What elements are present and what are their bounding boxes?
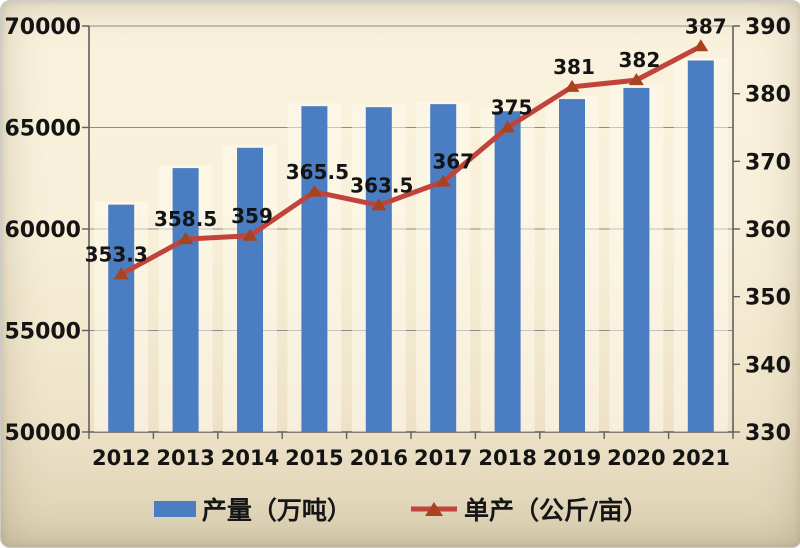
left-axis-label-55000: 55000 bbox=[4, 320, 81, 345]
left-axis-label-60000: 60000 bbox=[4, 218, 81, 243]
bar-2014 bbox=[237, 147, 263, 433]
bar-2012 bbox=[108, 204, 135, 432]
line-marker-2017 bbox=[435, 174, 451, 187]
right-axis-label-380: 380 bbox=[745, 83, 791, 108]
data-label-2017: 367 bbox=[432, 150, 474, 174]
chart-legend: 产量（万吨） 单产（公斤/亩） bbox=[1, 491, 800, 527]
x-axis-label-2018: 2018 bbox=[478, 446, 536, 470]
left-axis-label-65000: 65000 bbox=[4, 117, 81, 142]
data-label-2012: 353.3 bbox=[85, 242, 148, 266]
bar-2013 bbox=[172, 168, 199, 432]
line-marker-2012 bbox=[113, 267, 129, 280]
line-series-swatch bbox=[410, 502, 457, 516]
data-label-2013: 358.5 bbox=[154, 207, 217, 231]
left-axis-label-70000: 70000 bbox=[4, 15, 81, 40]
legend-item-yield: 单产（公斤/亩） bbox=[410, 491, 648, 527]
x-axis-label-2016: 2016 bbox=[350, 446, 408, 470]
bar-2016 bbox=[365, 107, 392, 432]
line-marker-2013 bbox=[178, 232, 194, 245]
left-axis-label-50000: 50000 bbox=[4, 421, 81, 446]
data-label-2015: 365.5 bbox=[286, 160, 349, 184]
line-marker-2021 bbox=[693, 39, 709, 52]
right-axis-label-350: 350 bbox=[745, 286, 791, 311]
right-axis-label-360: 360 bbox=[745, 218, 791, 243]
yield-line bbox=[118, 43, 704, 277]
legend-label-yield: 单产（公斤/亩） bbox=[463, 496, 649, 525]
x-axis-label-2014: 2014 bbox=[221, 446, 279, 470]
right-axis-label-390: 390 bbox=[745, 15, 791, 40]
bar-2020 bbox=[623, 87, 650, 432]
data-label-2014: 359 bbox=[231, 204, 273, 228]
bar-2021 bbox=[687, 60, 714, 432]
x-axis-label-2015: 2015 bbox=[285, 446, 343, 470]
x-axis-label-2013: 2013 bbox=[156, 446, 214, 470]
data-label-2018: 375 bbox=[491, 96, 533, 120]
right-axis-label-330: 330 bbox=[745, 421, 791, 446]
line-marker-2016 bbox=[371, 198, 387, 211]
data-label-2021: 387 bbox=[685, 14, 727, 38]
bar-2017 bbox=[430, 104, 457, 432]
bar-2015 bbox=[301, 106, 328, 432]
line-marker-2019 bbox=[564, 79, 580, 92]
bar-2018 bbox=[494, 111, 521, 432]
line-marker-2014 bbox=[242, 228, 258, 241]
line-marker-2020 bbox=[628, 73, 644, 86]
right-axis-label-340: 340 bbox=[745, 353, 791, 378]
bar-2019 bbox=[559, 99, 585, 432]
x-axis-label-2017: 2017 bbox=[414, 446, 472, 470]
x-axis-label-2012: 2012 bbox=[92, 446, 150, 470]
data-label-2016: 363.5 bbox=[350, 173, 413, 197]
bar-series-swatch bbox=[153, 501, 196, 517]
x-axis-label-2021: 2021 bbox=[672, 446, 730, 470]
legend-label-production: 产量（万吨） bbox=[201, 496, 352, 525]
line-marker-2015 bbox=[306, 184, 322, 197]
x-axis-label-2020: 2020 bbox=[607, 446, 665, 470]
data-label-2019: 381 bbox=[553, 55, 595, 79]
right-axis-label-370: 370 bbox=[745, 150, 791, 175]
x-axis-label-2019: 2019 bbox=[543, 446, 601, 470]
line-marker-2018 bbox=[500, 120, 516, 133]
data-label-2020: 382 bbox=[619, 48, 661, 72]
legend-item-production: 产量（万吨） bbox=[153, 491, 352, 527]
